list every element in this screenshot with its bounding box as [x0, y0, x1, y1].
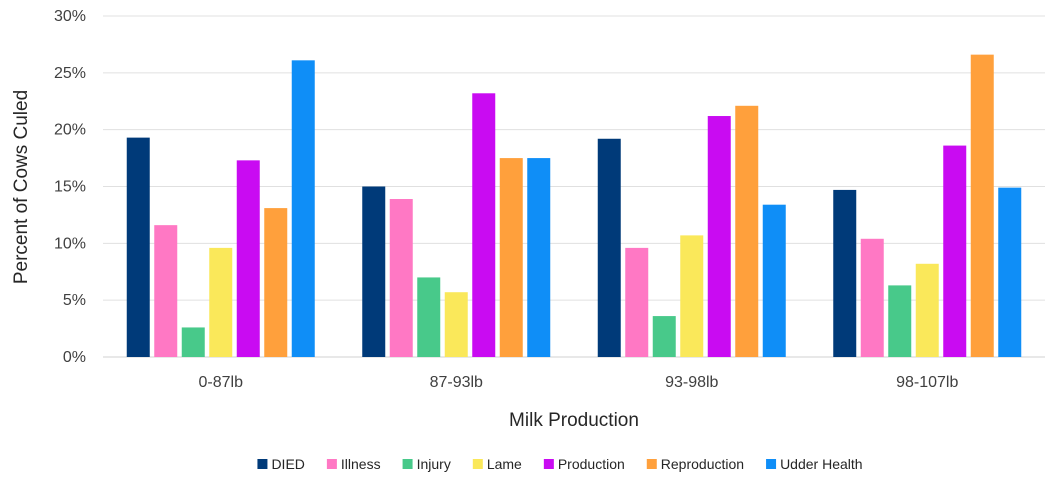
legend-label: Reproduction — [661, 456, 744, 472]
bar-illness-2 — [625, 247, 649, 357]
bar-lame-1 — [444, 292, 468, 357]
bar-illness-1 — [389, 199, 413, 357]
bar-died-1 — [362, 186, 386, 357]
y-axis-title: Percent of Cows Culed — [11, 90, 32, 284]
legend-swatch — [257, 459, 268, 469]
y-tick-label: 20% — [54, 122, 86, 139]
y-tick-label: 25% — [54, 65, 86, 82]
bars — [126, 54, 1022, 358]
bar-injury-2 — [652, 316, 676, 357]
legend-item-udder-health: Udder Health — [766, 456, 863, 472]
bar-production-3 — [943, 145, 967, 357]
x-category-label: 0-87lb — [199, 374, 244, 391]
bar-udder-health-3 — [998, 187, 1022, 357]
legend-item-injury: Injury — [402, 456, 451, 472]
bar-died-0 — [126, 137, 150, 357]
legend-label: Injury — [417, 456, 451, 472]
bar-reproduction-2 — [735, 105, 759, 358]
x-axis-categories: 0-87lb 87-93lb 93-98lb 98-107lb — [199, 374, 959, 391]
legend-swatch — [402, 459, 413, 469]
y-axis-ticks: 0% 5% 10% 15% 20% 25% 30% — [54, 8, 86, 366]
legend-swatch — [646, 459, 657, 469]
x-category-label: 93-98lb — [665, 374, 718, 391]
bar-injury-0 — [181, 327, 205, 357]
bar-udder-health-2 — [762, 204, 786, 357]
legend-swatch — [766, 459, 777, 469]
legend-item-died: DIED — [257, 456, 305, 472]
legend-label: Lame — [487, 456, 522, 472]
legend-swatch — [472, 459, 483, 469]
legend-label: Illness — [341, 456, 381, 472]
bar-lame-3 — [915, 263, 939, 357]
gridlines — [103, 15, 1045, 358]
bar-udder-health-1 — [527, 158, 551, 357]
x-category-label: 87-93lb — [430, 374, 483, 391]
bar-reproduction-1 — [499, 158, 523, 357]
bar-lame-2 — [680, 235, 704, 357]
bar-production-0 — [236, 160, 260, 357]
bar-injury-3 — [888, 285, 912, 357]
bar-reproduction-3 — [970, 54, 994, 357]
legend-swatch — [326, 459, 337, 469]
bar-illness-0 — [154, 225, 178, 357]
legend: DIED Illness Injury Lame Production Reproduct… — [257, 456, 863, 472]
bar-reproduction-0 — [264, 208, 288, 357]
x-axis-title: Milk Production — [509, 410, 639, 431]
bar-died-3 — [833, 189, 857, 357]
bar-production-1 — [472, 93, 496, 357]
legend-label: Production — [558, 456, 625, 472]
bar-lame-0 — [209, 247, 233, 357]
bar-illness-3 — [860, 238, 884, 357]
x-category-label: 98-107lb — [896, 374, 958, 391]
legend-item-lame: Lame — [472, 456, 522, 472]
bar-died-2 — [597, 138, 621, 357]
legend-item-illness: Illness — [326, 456, 381, 472]
bar-udder-health-0 — [291, 60, 315, 358]
y-tick-label: 0% — [63, 349, 86, 366]
y-tick-label: 30% — [54, 8, 86, 25]
legend-item-production: Production — [543, 456, 625, 472]
legend-label: Udder Health — [780, 456, 863, 472]
legend-label: DIED — [271, 456, 304, 472]
bar-production-2 — [707, 116, 731, 357]
y-tick-label: 15% — [54, 179, 86, 196]
y-tick-label: 10% — [54, 235, 86, 252]
y-tick-label: 5% — [63, 292, 86, 309]
legend-item-reproduction: Reproduction — [646, 456, 744, 472]
bar-injury-1 — [417, 277, 441, 357]
legend-swatch — [543, 459, 554, 469]
